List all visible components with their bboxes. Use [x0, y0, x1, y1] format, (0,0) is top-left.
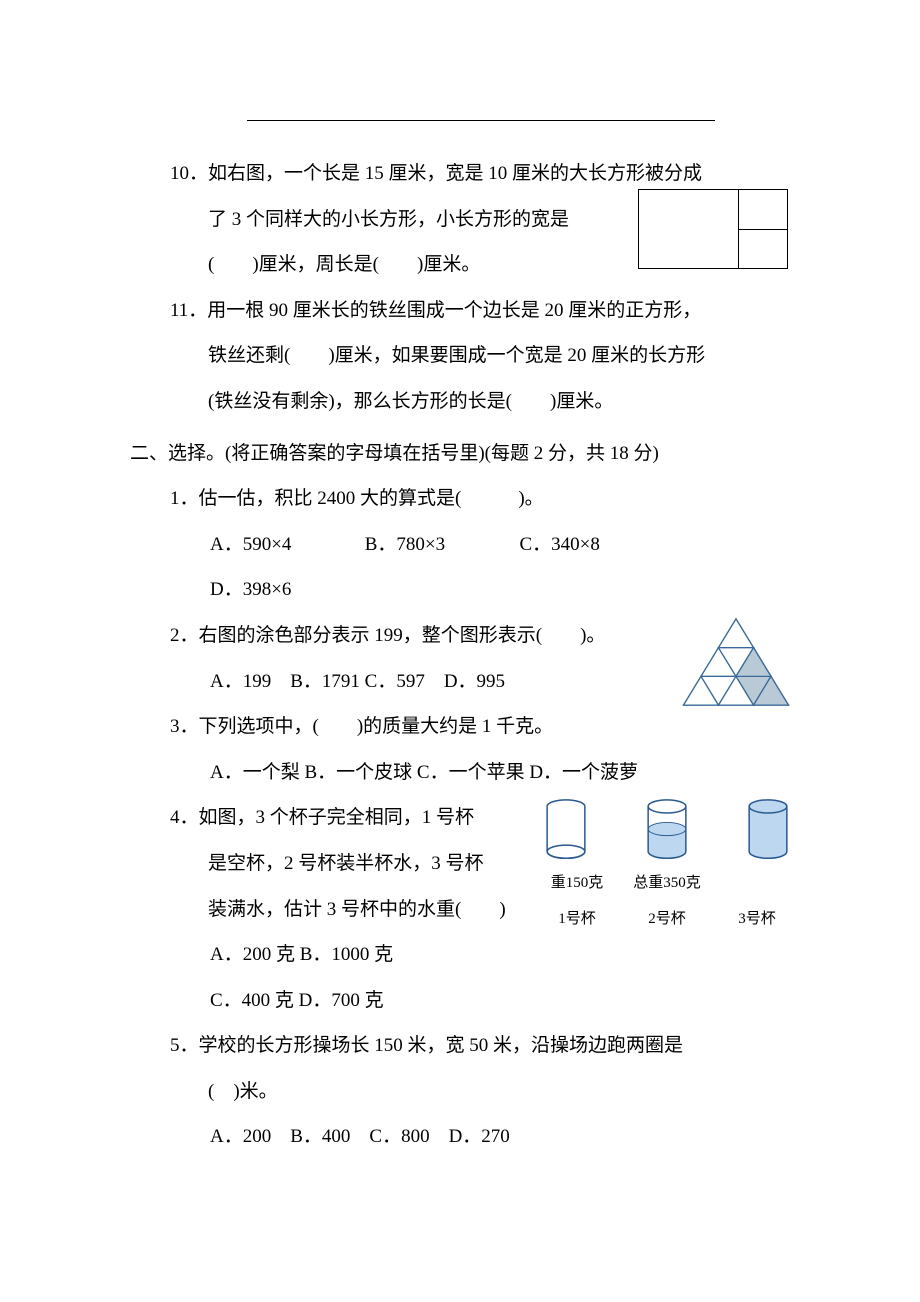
- s2q2-number: 2．: [170, 625, 199, 646]
- q11-text-1: 用一根 90 厘米长的铁丝围成一个边长是 20 厘米的正方形，: [207, 300, 701, 321]
- cups-weight-labels: 重150克 总重350克: [532, 865, 802, 901]
- s2q1-opt-b: B．780×3: [365, 522, 515, 568]
- s2q5-line2: ( )米。: [130, 1069, 780, 1115]
- s2-question-3: 3．下列选项中，( )的质量大约是 1 千克。 A．一个梨 B．一个皮球 C．一…: [130, 704, 780, 795]
- s2q4-line1: 4．如图，3 个杯子完全相同，1 号杯: [130, 795, 780, 841]
- s2q3-options: A．一个梨 B．一个皮球 C．一个苹果 D．一个菠萝: [130, 750, 780, 796]
- s2q1-number: 1．: [170, 488, 199, 509]
- s2q4-text1: 如图，3 个杯子完全相同，1 号杯: [199, 807, 475, 828]
- s2q1-stem: 1．估一估，积比 2400 大的算式是( )。: [130, 476, 780, 522]
- q10-text-1: 如右图，一个长是 15 厘米，宽是 10 厘米的大长方形被分成: [208, 163, 702, 184]
- s2-question-1: 1．估一估，积比 2400 大的算式是( )。 A．590×4 B．780×3 …: [130, 476, 780, 613]
- cup1-weight: 重150克: [532, 865, 622, 901]
- question-10: 10．如右图，一个长是 15 厘米，宽是 10 厘米的大长方形被分成 了 3 个…: [130, 151, 780, 288]
- cup3-weight: [712, 865, 802, 901]
- q11-l3-pre: (铁丝没有剩余)，那么长方形的长是(: [208, 391, 512, 412]
- q11-line2: 铁丝还剩( )厘米，如果要围成一个宽是 20 厘米的长方形: [130, 333, 780, 379]
- s2q1-options: A．590×4 B．780×3 C．340×8 D．398×6: [130, 522, 780, 613]
- q10-line1: 10．如右图，一个长是 15 厘米，宽是 10 厘米的大长方形被分成: [130, 151, 780, 197]
- cup2-weight: 总重350克: [622, 865, 712, 901]
- top-rule: [247, 120, 715, 121]
- blank-mid-1: )厘米，周长是(: [252, 254, 379, 275]
- s2q1-opt-c: C．340×8: [520, 522, 660, 568]
- s2q3-stem: 3．下列选项中，( )的质量大约是 1 千克。: [130, 704, 780, 750]
- q10-number: 10．: [170, 163, 208, 184]
- section-2-title: 二、选择。(将正确答案的字母填在括号里)(每题 2 分，共 18 分): [130, 431, 780, 477]
- blank-space-3: [290, 345, 328, 366]
- s2q2-text: 右图的涂色部分表示 199，整个图形表示( )。: [199, 625, 606, 646]
- s2q3-number: 3．: [170, 716, 199, 737]
- s2-question-4: 重150克 总重350克 1号杯 2号杯 3号杯 4．如图，3 个杯子完全相同，…: [130, 795, 780, 1023]
- s2-question-5: 5．学校的长方形操场长 150 米，宽 50 米，沿操场边跑两圈是 ( )米。 …: [130, 1023, 780, 1160]
- question-11: 11．用一根 90 厘米长的铁丝围成一个边长是 20 厘米的正方形， 铁丝还剩(…: [130, 288, 780, 425]
- q11-l2-mid: )厘米，如果要围成一个宽是 20 厘米的长方形: [328, 345, 705, 366]
- blank-space-1: [214, 254, 252, 275]
- s2q3-text: 下列选项中，( )的质量大约是 1 千克。: [199, 716, 554, 737]
- cup3-name: 3号杯: [712, 901, 802, 937]
- s2q1-opt-d: D．398×6: [210, 567, 350, 613]
- q11-l3-suf: )厘米。: [550, 391, 613, 412]
- s2q4-number: 4．: [170, 807, 199, 828]
- cup2-name: 2号杯: [622, 901, 712, 937]
- s2q2-stem: 2．右图的涂色部分表示 199，整个图形表示( )。: [130, 613, 780, 659]
- blank-space-4: [512, 391, 550, 412]
- s2q5-text1: 学校的长方形操场长 150 米，宽 50 米，沿操场边跑两圈是: [199, 1035, 684, 1056]
- s2q5-number: 5．: [170, 1035, 199, 1056]
- q11-number: 11．: [170, 300, 207, 321]
- blank-space-2: [379, 254, 417, 275]
- s2q5-options: A．200 B．400 C．800 D．270: [130, 1114, 780, 1160]
- cup1-name: 1号杯: [532, 901, 622, 937]
- q11-l2-pre: 铁丝还剩(: [208, 345, 290, 366]
- s2q5-line1: 5．学校的长方形操场长 150 米，宽 50 米，沿操场边跑两圈是: [130, 1023, 780, 1069]
- q11-line1: 11．用一根 90 厘米长的铁丝围成一个边长是 20 厘米的正方形，: [130, 288, 780, 334]
- blank-close-1: )厘米。: [417, 254, 480, 275]
- s2q4-opts-ab: A．200 克 B．1000 克: [130, 932, 780, 978]
- s2q4-opts-cd: C．400 克 D．700 克: [130, 978, 780, 1024]
- s2q1-text: 估一估，积比 2400 大的算式是( )。: [199, 488, 544, 509]
- cups-name-labels: 1号杯 2号杯 3号杯: [532, 901, 802, 937]
- q11-line3: (铁丝没有剩余)，那么长方形的长是( )厘米。: [130, 379, 780, 425]
- s2-question-2: 2．右图的涂色部分表示 199，整个图形表示( )。 A．199 B．1791 …: [130, 613, 780, 704]
- s2q1-opt-a: A．590×4: [210, 522, 360, 568]
- q10-rect-figure: [638, 189, 788, 269]
- page: 10．如右图，一个长是 15 厘米，宽是 10 厘米的大长方形被分成 了 3 个…: [0, 0, 920, 1220]
